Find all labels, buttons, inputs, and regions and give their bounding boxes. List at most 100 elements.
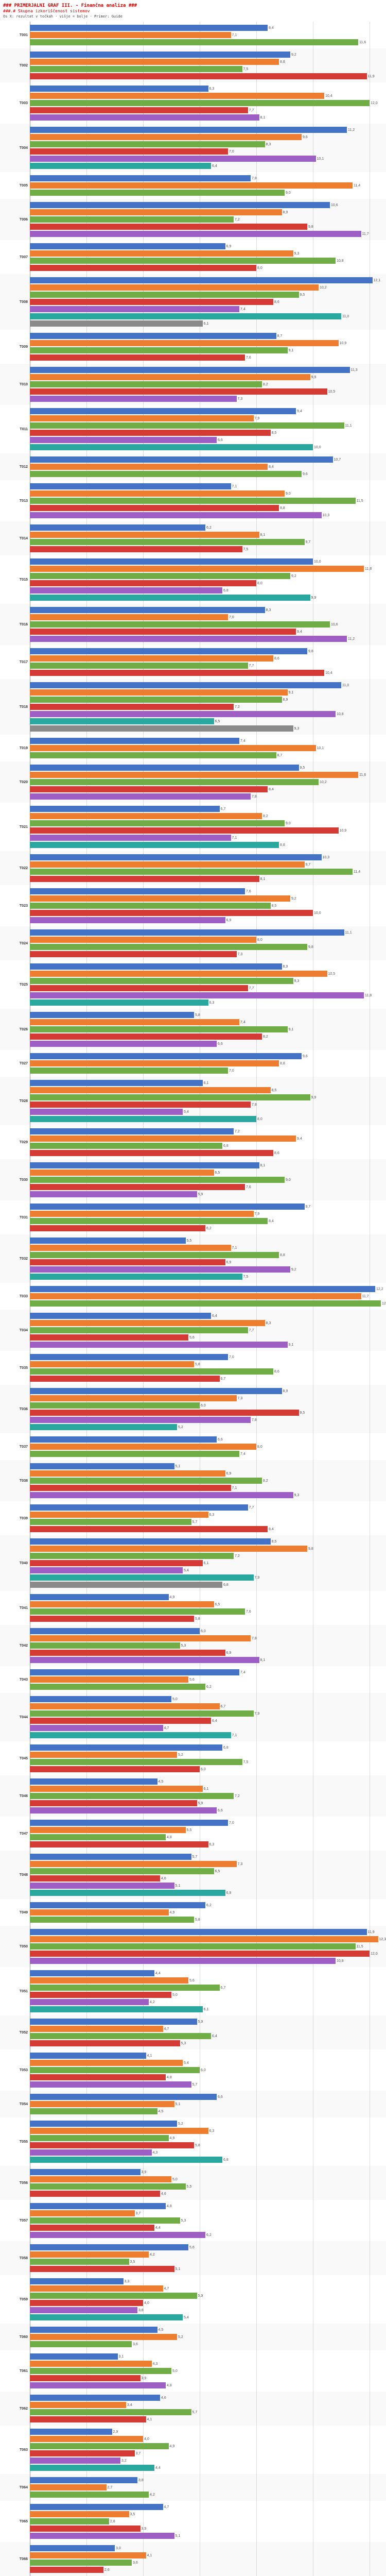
bar-row: 8,4 (30, 463, 386, 470)
bar-row: 3,0 (30, 2545, 386, 2552)
group-bars: 5,1 6,9 8,2 7,1 9,3 (30, 1463, 386, 1499)
bar-row: 5,4 (30, 1108, 386, 1115)
bar-row: 7,9 (30, 1574, 386, 1581)
bar-value-label: 5,9 (198, 2294, 203, 2298)
bar (30, 1128, 234, 1134)
bar (30, 408, 296, 414)
bar (30, 2135, 169, 2141)
chart-group: T016 8,3 7,0 10,6 9,4 11,2 (0, 604, 386, 645)
bar-row: 8,2 (30, 1033, 386, 1040)
bar (30, 1274, 242, 1280)
bar-row: 8,3 (30, 606, 386, 614)
bar (30, 367, 350, 373)
bar-row: 5,6 (30, 1676, 386, 1683)
bar-value-label: 5,1 (175, 2267, 181, 2271)
bar-value-label: 9,3 (294, 1493, 300, 1497)
bar-value-label: 8,5 (271, 431, 277, 435)
bar-value-label: 4,1 (147, 2417, 152, 2421)
bar (30, 1902, 205, 1908)
chart-group: T048 5,7 7,3 6,5 4,6 5,1 6,9 (0, 1851, 386, 1899)
bar (30, 320, 203, 327)
bar (30, 1958, 336, 1964)
group-bars: 5,5 7,1 8,8 6,9 9,2 7,5 (30, 1237, 386, 1280)
row-label: T050 (20, 1944, 28, 1948)
bar-value-label: 7,1 (232, 484, 237, 488)
chart-group: T025 8,9 10,5 9,3 7,7 11,8 6,3 (0, 960, 386, 1009)
bar-value-label: 5,2 (178, 1753, 183, 1757)
bar-row: 3,4 (30, 2401, 386, 2409)
bar-row: 10,2 (30, 778, 386, 786)
bar (30, 1109, 183, 1115)
bar (30, 2191, 160, 2197)
bar (30, 2149, 152, 2156)
group-bars: 11,1 8,0 9,8 7,3 (30, 929, 386, 958)
bar (30, 2006, 203, 2012)
bar (30, 2293, 197, 2299)
row-label: T034 (20, 1328, 28, 1332)
bar-value-label: 9,2 (291, 1267, 296, 1272)
row-label: T041 (20, 1606, 28, 1610)
bar (30, 752, 276, 758)
bar (30, 354, 245, 361)
chart-group: T054 6,6 5,1 4,5 (0, 2091, 386, 2117)
group-bars: 5,8 7,4 9,1 8,2 6,6 (30, 1011, 386, 1047)
bar-value-label: 9,3 (294, 251, 300, 256)
bar-value-label: 7,1 (232, 1733, 237, 1737)
bar-row: 7,7 (30, 985, 386, 992)
chart-group: T029 7,2 9,4 6,8 8,6 (0, 1125, 386, 1159)
bar-value-label: 6,2 (206, 1685, 212, 1689)
bar-row: 10,5 (30, 388, 386, 395)
bar-value-label: 2,8 (110, 2519, 115, 2523)
bar-row: 11,1 (30, 422, 386, 429)
bar-value-label: 7,3 (237, 1862, 243, 1866)
page-subtitle: ###.# Skupna izkoriščenost sistemov (3, 9, 90, 13)
chart-group: T057 4,8 3,7 5,3 4,4 6,2 (0, 2200, 386, 2241)
group-bars: 5,0 6,7 7,9 6,4 4,7 7,1 (30, 1696, 386, 1739)
bar-value-label: 3,7 (135, 2211, 141, 2215)
chart-group: T007 6,9 9,3 10,8 8,0 (0, 240, 386, 274)
chart-group: T049 6,2 4,9 5,8 (0, 1899, 386, 1926)
row-label: T059 (20, 2297, 28, 2301)
bar-value-label: 8,4 (269, 1527, 274, 1531)
bar-row: 9,1 (30, 347, 386, 354)
bar (30, 340, 339, 346)
bar-value-label: 6,1 (203, 1081, 209, 1085)
bar-value-label: 9,6 (303, 135, 308, 139)
bar-row: 11,6 (30, 39, 386, 46)
bar-value-label: 5,8 (195, 1617, 200, 1621)
bar-row: 3,5 (30, 2258, 386, 2265)
bar-value-label: 12,0 (371, 1952, 378, 1956)
bar-row: 11,4 (30, 182, 386, 189)
bar-row: 9,9 (30, 594, 386, 601)
bar-value-label: 6,8 (223, 1745, 229, 1750)
bar-row: 10,4 (30, 669, 386, 676)
bar-value-label: 8,7 (277, 753, 283, 757)
bar-value-label: 4,9 (169, 1910, 175, 1914)
bar (30, 2300, 143, 2306)
bar-value-label: 6,9 (226, 918, 232, 922)
bar-row: 4,3 (30, 2149, 386, 2156)
bar (30, 1116, 256, 1122)
bar-value-label: 6,5 (215, 719, 220, 723)
bar-row: 5,2 (30, 1751, 386, 1758)
bar-row: 9,5 (30, 764, 386, 771)
bar-row: 8,2 (30, 381, 386, 388)
bar-row: 7,9 (30, 1210, 386, 1217)
bar-row: 11,9 (30, 73, 386, 80)
bar (30, 2259, 129, 2265)
row-label: T006 (20, 217, 28, 222)
bar-value-label: 6,7 (220, 1377, 226, 1381)
bar-row: 8,1 (30, 114, 386, 121)
group-bars: 10,7 8,4 9,6 (30, 456, 386, 478)
bar-row: 7,7 (30, 662, 386, 669)
bar-value-label: 7,4 (240, 1020, 245, 1024)
bar (30, 629, 296, 635)
bar (30, 2251, 149, 2258)
group-bars: 10,0 11,8 9,2 8,0 6,8 9,9 (30, 558, 386, 601)
row-label: T028 (20, 1099, 28, 1103)
bar-row: 6,7 (30, 1375, 386, 1382)
bar (30, 313, 341, 319)
bar-row: 4,5 (30, 2108, 386, 2115)
bar-row: 8,5 (30, 902, 386, 909)
chart-group: T008 12,1 10,2 9,5 8,6 7,4 11,0 6,1 (0, 274, 386, 330)
